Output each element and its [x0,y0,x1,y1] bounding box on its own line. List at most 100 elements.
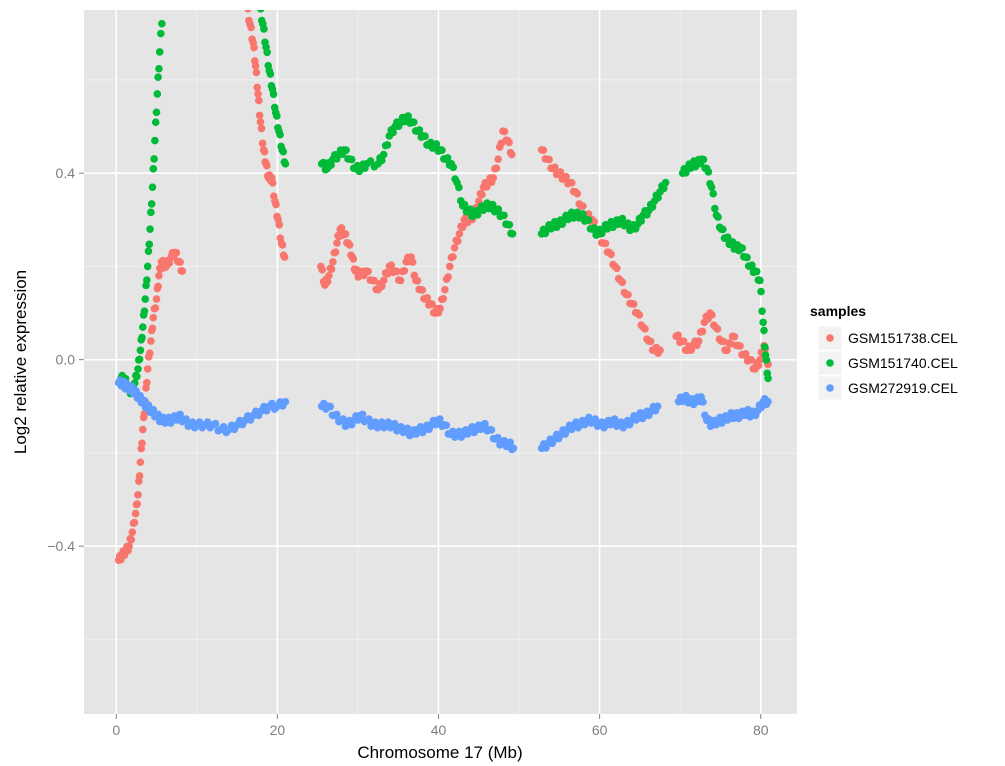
data-point [134,491,142,499]
data-point [539,146,548,154]
data-point [423,294,432,302]
data-point [618,214,627,223]
data-point [383,141,392,149]
data-point [257,124,266,133]
data-point [378,282,386,291]
data-point [279,147,288,156]
data-point [709,189,718,198]
data-point [145,240,154,249]
data-point [339,415,347,423]
data-point [656,346,664,355]
data-point [146,225,154,233]
data-point [145,349,154,357]
data-point [610,415,619,423]
data-point [723,346,731,355]
series-GSM151738.CEL [114,10,772,564]
data-point [128,528,137,536]
data-point [318,266,327,274]
series-GSM151740.CEL [117,10,772,398]
data-point [326,402,335,411]
data-point [635,311,644,319]
data-point [478,190,486,199]
data-point [679,337,688,346]
data-point [754,361,763,370]
y-tick-label: 0.0 [56,352,76,368]
data-point [387,261,396,269]
data-point [140,307,149,315]
data-point [256,118,265,126]
data-point [743,253,751,262]
data-point [736,342,744,350]
data-point [764,374,772,383]
data-point [153,90,162,98]
data-point [436,415,444,423]
data-point [141,295,150,303]
data-point [730,332,739,341]
legend-title: samples [810,303,866,319]
data-point [358,410,367,419]
data-point [756,276,764,285]
data-point [263,161,271,170]
y-axis-title: Log2 relative expression [11,270,30,454]
data-point [508,150,516,159]
data-point [332,410,341,419]
data-point [139,425,147,434]
data-point [158,19,166,28]
data-point [428,300,436,308]
data-point [257,10,265,13]
data-point [139,323,147,331]
data-point [579,202,587,210]
legend-label: GSM151738.CEL [848,330,958,346]
data-point [708,311,716,319]
data-point [251,62,260,70]
data-point [556,168,565,176]
data-points [114,10,772,564]
data-point [280,253,289,261]
y-tick-label: 0.4 [56,165,76,181]
data-point [319,158,328,167]
data-point [268,179,277,187]
data-point [252,68,261,77]
data-point [494,433,502,442]
data-point [155,48,164,56]
series-GSM272919.CEL [114,376,772,454]
data-point [349,255,358,263]
data-point [573,189,582,198]
data-point [154,282,162,291]
data-point [415,126,424,134]
data-point [275,220,284,229]
data-point [723,233,732,242]
data-point [143,276,151,284]
data-point [260,25,268,33]
data-point [760,326,768,335]
data-point [143,262,152,271]
legend-label: GSM151740.CEL [848,355,958,371]
data-point [147,208,155,217]
data-point [276,130,284,139]
data-point [144,401,153,409]
data-point [136,458,145,467]
data-point [127,535,136,544]
data-point [492,164,501,173]
data-point [255,111,264,120]
data-point [176,258,184,266]
data-point [481,419,489,428]
data-point [278,241,287,249]
data-point [759,318,767,327]
data-point [131,509,140,518]
data-point [125,542,133,550]
data-point [500,127,509,136]
data-point [764,397,772,406]
data-point [396,276,405,285]
data-point [413,276,422,285]
data-point [699,398,707,406]
data-point [403,424,412,433]
data-point [255,96,263,105]
data-point [509,444,518,453]
data-point [133,500,141,508]
data-point [165,259,174,267]
data-point [494,155,502,163]
data-point [182,415,190,423]
data-point [682,391,690,400]
data-point [323,277,332,286]
